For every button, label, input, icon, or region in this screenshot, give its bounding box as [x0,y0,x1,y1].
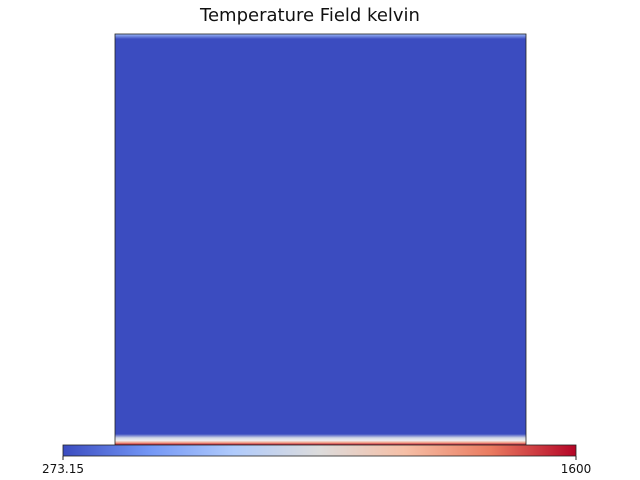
field-bulk-region [115,34,526,445]
field-top-boundary-layer [115,34,526,39]
chart-title: Temperature Field kelvin [199,5,420,26]
colorbar-min-label: 273.15 [42,462,84,476]
field-bottom-boundary-layer [115,434,526,445]
colorbar [62,444,577,457]
colorbar-max-label: 1600 [561,462,592,476]
